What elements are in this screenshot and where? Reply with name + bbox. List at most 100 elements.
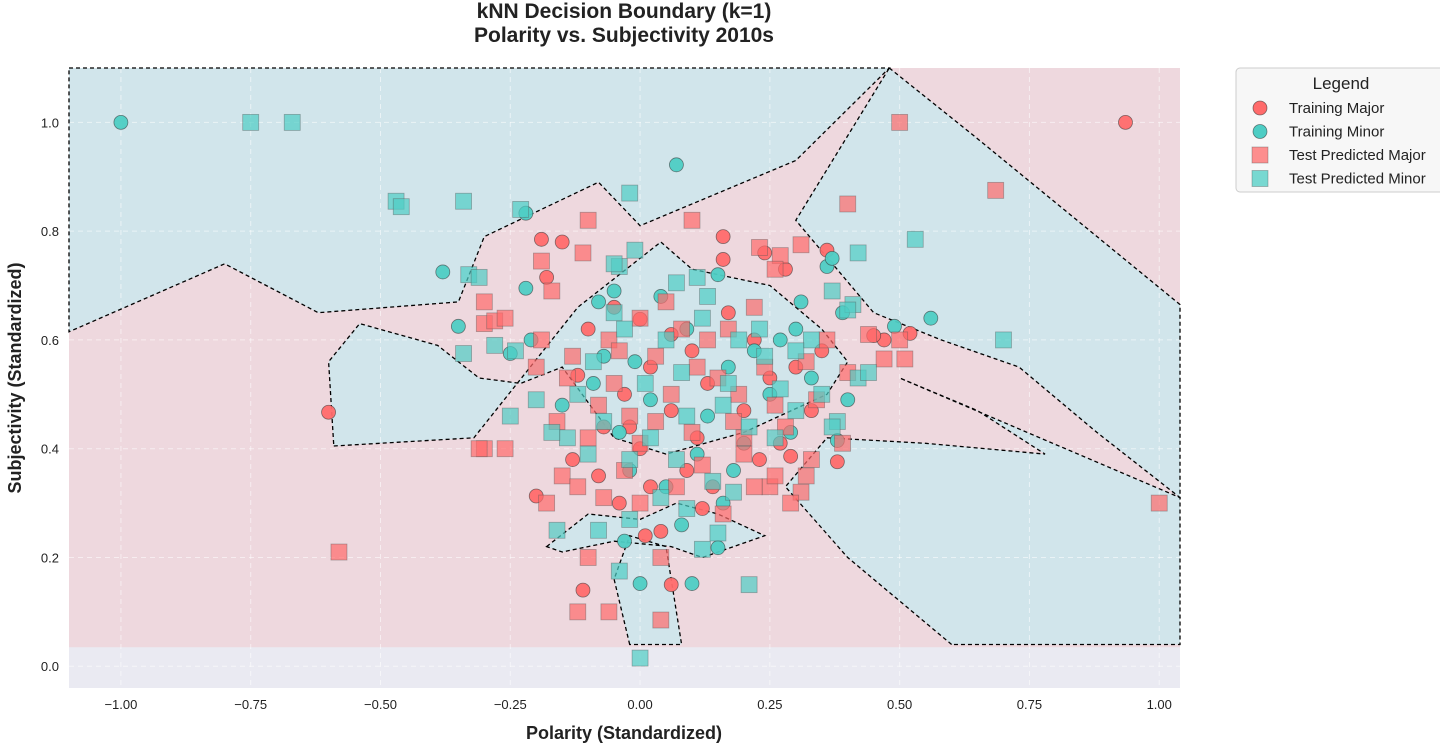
training-major-point: [752, 452, 767, 467]
test-predicted-major-point: [574, 244, 592, 262]
training-major-point: [611, 495, 627, 511]
test-predicted-major-point: [662, 385, 680, 403]
test-predicted-minor-point: [392, 198, 410, 216]
x-tick-label: −1.00: [104, 697, 137, 712]
test-predicted-major-point: [673, 320, 691, 338]
test-predicted-major-point: [652, 611, 670, 629]
test-predicted-minor-point: [787, 402, 805, 420]
test-predicted-major-point: [558, 369, 576, 387]
test-predicted-minor-point: [631, 649, 649, 667]
axis-tick-labels: −1.00 −0.75 −0.50 −0.25 0.00 0.25 0.50 0.75 1.00…: [41, 115, 1172, 712]
test-predicted-minor-point: [766, 429, 784, 447]
training-major-point: [1118, 114, 1133, 130]
test-predicted-major-point: [891, 113, 909, 131]
test-predicted-minor-point: [740, 418, 758, 436]
test-predicted-minor-point: [595, 413, 613, 430]
test-predicted-major-point: [564, 347, 581, 365]
test-predicted-minor-point: [455, 192, 472, 210]
training-major-point: [783, 448, 799, 464]
test-predicted-major-point: [595, 489, 613, 507]
legend-entries: Training Major Training Minor Test Predict…: [1251, 100, 1426, 188]
test-predicted-major-point: [475, 293, 493, 311]
test-predicted-major-point: [470, 440, 488, 458]
test-predicted-major-point: [553, 467, 571, 485]
test-predicted-major-point: [496, 440, 514, 458]
test-predicted-minor-point: [605, 255, 623, 273]
test-predicted-minor-point: [621, 451, 639, 468]
legend-box: [1235, 67, 1440, 193]
test-predicted-major-point: [579, 211, 597, 229]
test-predicted-major-point: [600, 603, 618, 621]
test-predicted-major-point: [683, 423, 701, 441]
training-minor-point: [435, 264, 451, 280]
test-predicted-minor-point: [787, 342, 805, 360]
x-tick-label: 1.00: [1147, 697, 1172, 712]
test-predicted-minor-point: [693, 309, 711, 327]
training-major-point: [554, 234, 570, 250]
test-predicted-minor-point: [906, 230, 924, 248]
training-major-point: [715, 252, 731, 267]
training-major-point: [663, 403, 679, 419]
legend-marker-training-minor: [1252, 124, 1268, 139]
boundary-line: [784, 377, 1181, 646]
test-predicted-major-point: [610, 342, 628, 360]
training-minor-point: [840, 392, 856, 408]
y-tick-label: 0.0: [41, 659, 59, 674]
x-tick-label: 0.00: [627, 697, 652, 712]
training-major-point: [575, 582, 591, 598]
test-predicted-major-point: [860, 326, 877, 343]
training-minor-point: [632, 576, 648, 591]
training-minor-point: [669, 157, 684, 173]
y-tick-label: 0.2: [41, 550, 59, 565]
test-predicted-major-point: [621, 407, 639, 425]
training-minor-point: [788, 321, 804, 337]
training-major-point: [684, 343, 700, 359]
test-predicted-major-point: [1150, 494, 1168, 512]
test-predicted-minor-point: [501, 407, 519, 425]
test-predicted-major-point: [797, 467, 815, 485]
test-predicted-minor-point: [823, 418, 841, 436]
test-predicted-minor-point: [242, 113, 260, 131]
x-axis-label: Polarity (Standardized): [526, 723, 722, 743]
data-points: [113, 113, 1168, 667]
training-minor-point: [554, 397, 570, 413]
training-major-point: [539, 269, 555, 285]
x-tick-label: −0.25: [494, 697, 527, 712]
training-minor-point: [450, 318, 466, 334]
test-predicted-major-point: [875, 350, 893, 368]
test-predicted-minor-point: [714, 396, 732, 414]
test-predicted-major-point: [647, 347, 665, 365]
training-major-point: [591, 468, 606, 484]
test-predicted-major-point: [605, 375, 623, 392]
test-predicted-major-point: [782, 494, 800, 512]
legend-label-test-predicted-major: Test Predicted Major: [1289, 147, 1426, 164]
test-predicted-minor-point: [704, 472, 722, 490]
test-predicted-major-point: [766, 467, 784, 485]
legend-label-training-minor: Training Minor: [1289, 124, 1384, 141]
training-major-point: [565, 452, 580, 467]
legend-marker-training-major: [1252, 100, 1268, 116]
test-predicted-minor-point: [616, 320, 633, 338]
y-tick-label: 0.8: [41, 224, 59, 239]
test-predicted-minor-point: [512, 201, 530, 218]
test-predicted-major-point: [802, 451, 820, 468]
test-predicted-minor-point: [610, 562, 628, 580]
test-predicted-major-point: [631, 494, 649, 512]
test-predicted-major-point: [569, 478, 587, 496]
training-minor-point: [700, 408, 715, 424]
test-predicted-minor-point: [579, 445, 597, 463]
test-predicted-minor-point: [548, 521, 566, 539]
test-predicted-minor-point: [527, 391, 545, 409]
test-predicted-major-point: [699, 331, 716, 349]
training-minor-point: [113, 114, 129, 130]
test-predicted-major-point: [533, 252, 550, 270]
test-predicted-minor-point: [751, 320, 768, 338]
training-minor-point: [726, 463, 741, 478]
training-minor-point: [803, 370, 819, 386]
test-predicted-major-point: [818, 331, 836, 349]
test-predicted-major-point: [987, 181, 1005, 199]
training-minor-point: [518, 280, 534, 296]
test-predicted-major-point: [652, 549, 670, 566]
